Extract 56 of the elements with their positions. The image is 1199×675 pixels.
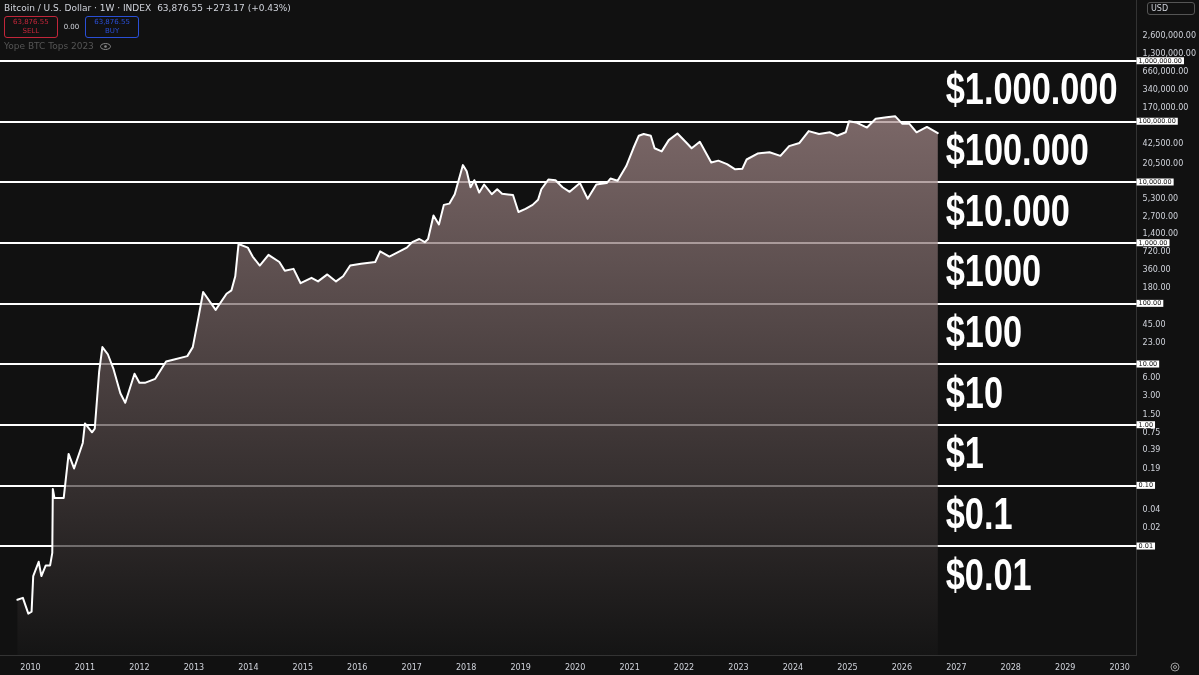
annotation: $0.1 — [945, 488, 1013, 538]
x-tick-label: 2015 — [292, 662, 313, 672]
y-tick-label: 2,700.00 — [1142, 212, 1179, 222]
annotation: $0.01 — [945, 549, 1032, 599]
x-tick-label: 2012 — [129, 662, 150, 672]
x-tick-label: 2030 — [1109, 662, 1130, 672]
y-tick-label: 42,500.00 — [1142, 139, 1184, 149]
y-tick-label: 720.00 — [1142, 246, 1171, 256]
annotation: $1000 — [945, 246, 1042, 296]
annotation: Yope BTC Tops 2023 — [4, 41, 94, 51]
y-tick-label: 3.00 — [1142, 391, 1161, 401]
y-tick-label: 360.00 — [1142, 265, 1171, 275]
y-tick-label: 0.39 — [1142, 445, 1161, 455]
x-tick-label: 2013 — [183, 662, 205, 672]
x-tick-label: 2010 — [20, 662, 41, 672]
chart-title: Bitcoin / U.S. Dollar · 1W · INDEX — [4, 3, 152, 13]
x-tick-label: 2026 — [891, 662, 913, 672]
x-tick-label: 2023 — [728, 662, 749, 672]
y-tick-label: 0.02 — [1142, 523, 1161, 533]
annotation: $10.000 — [945, 185, 1070, 235]
x-tick-label: 2028 — [1000, 662, 1021, 672]
y-tick-label: 23.00 — [1142, 337, 1166, 347]
x-tick-label: 2011 — [74, 662, 96, 672]
x-tick-label: 2025 — [837, 662, 858, 672]
x-tick-label: 2019 — [510, 662, 531, 672]
y-tick-label: 0.04 — [1142, 505, 1161, 515]
annotation: $100 — [945, 306, 1023, 356]
x-tick-label: 2014 — [238, 662, 259, 672]
y-tick-label: 0.75 — [1142, 427, 1161, 437]
x-tick-label: 2016 — [347, 662, 368, 672]
x-tick-label: 2018 — [455, 662, 477, 672]
x-tick-label: 2022 — [673, 662, 695, 672]
x-tick-label: 2029 — [1055, 662, 1076, 672]
x-tick-label: 2024 — [782, 662, 804, 672]
y-tick-label: 1.50 — [1142, 409, 1161, 419]
y-tick-label: 6.00 — [1142, 372, 1161, 382]
annotation: $1.000.000 — [945, 64, 1118, 114]
y-axis-title: USD — [1147, 2, 1195, 15]
y-tick-label: 0.19 — [1142, 463, 1161, 473]
y-tick-label: 1,400.00 — [1142, 229, 1179, 239]
chart-subtitle: 63,876.55 +273.17 (+0.43%) — [157, 3, 291, 13]
annotation: $100.000 — [945, 124, 1089, 174]
y-tick-label: 170,000.00 — [1142, 102, 1189, 112]
x-tick-label: 2017 — [401, 662, 422, 672]
y-tick-label: 340,000.00 — [1142, 84, 1189, 94]
annotation: $1 — [945, 428, 984, 478]
x-tick-label: 2027 — [946, 662, 967, 672]
annotation: $10 — [945, 367, 1004, 417]
y-tick-label: 5,300.00 — [1142, 194, 1179, 204]
y-tick-label: 660,000.00 — [1142, 67, 1189, 77]
x-tick-label: 2020 — [564, 662, 586, 672]
y-tick-label: 45.00 — [1142, 319, 1166, 329]
y-tick-label: 20,500.00 — [1142, 158, 1184, 168]
y-tick-label: 180.00 — [1142, 283, 1171, 293]
y-tick-label: 2,600,000.00 — [1142, 30, 1196, 40]
x-tick-label: 2021 — [619, 662, 640, 672]
